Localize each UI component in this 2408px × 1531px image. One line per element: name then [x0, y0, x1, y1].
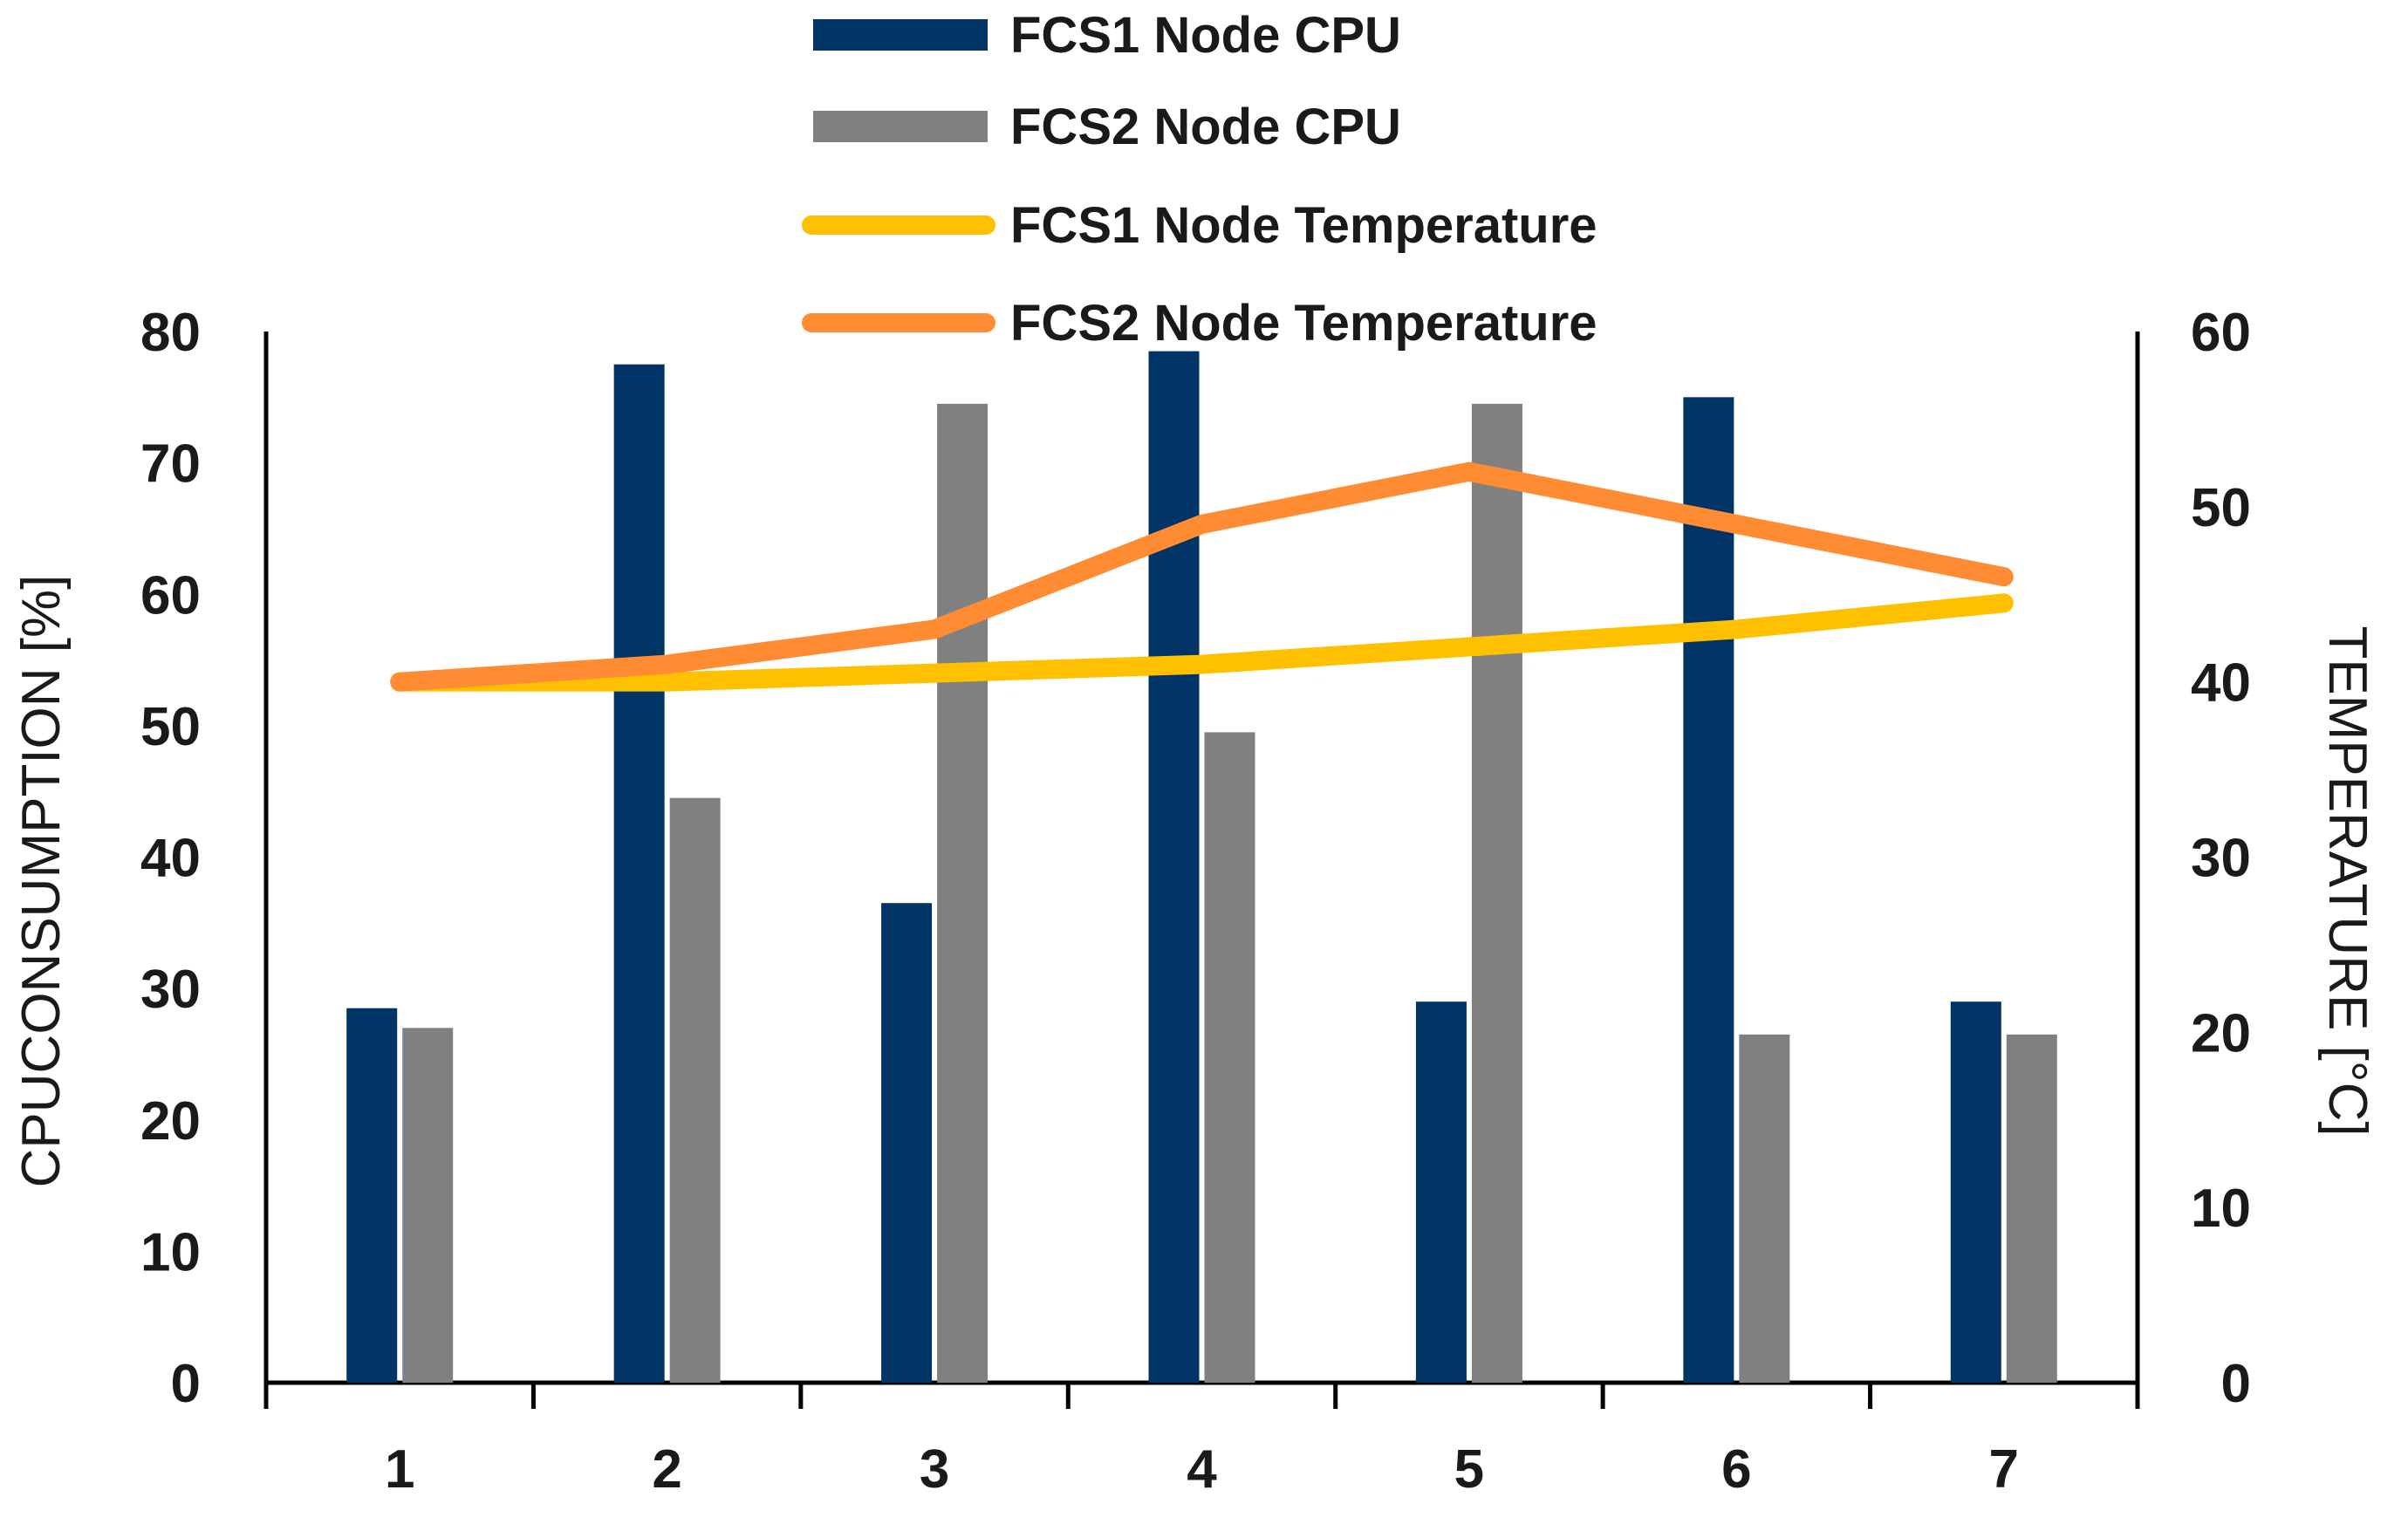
line-fcs1-node-temperature [390, 593, 2014, 692]
axis-titles: CPUCONSUMPTION [%] TEMPERATURE [°C] [11, 575, 2377, 1188]
y-tick-label: 0 [171, 1354, 201, 1414]
x-tick-label: 2 [652, 1439, 681, 1500]
line-fcs2-node-temperature [390, 461, 2014, 692]
x-tick-label: 7 [1989, 1439, 2019, 1500]
y2-tick-label: 0 [2221, 1354, 2251, 1414]
y-tick-label: 30 [140, 960, 201, 1020]
bar-fcs1-node-cpu [613, 364, 665, 1383]
x-tick-label: 5 [1454, 1439, 1484, 1500]
bar-fcs1-node-cpu [1683, 397, 1734, 1383]
legend-label: FCS2 Node Temperature [1010, 295, 1597, 352]
y-tick-label: 70 [140, 434, 201, 495]
bar-fcs2-node-cpu [669, 797, 721, 1383]
x-tick-label: 3 [920, 1439, 949, 1500]
bar-fcs2-node-cpu [937, 403, 989, 1383]
bar-fcs1-node-cpu [881, 903, 933, 1383]
y-tick-label: 60 [140, 565, 201, 625]
bar-fcs2-node-cpu [1739, 1034, 1790, 1383]
axes [263, 331, 2140, 1409]
legend-swatch [813, 111, 988, 142]
x-tick-label: 4 [1187, 1439, 1217, 1500]
bar-fcs1-node-cpu [1148, 351, 1200, 1383]
bar-fcs2-node-cpu [2006, 1034, 2057, 1383]
y2-tick-label: 40 [2191, 653, 2251, 714]
y2-tick-label: 20 [2191, 1003, 2251, 1063]
temperature-lines [390, 461, 2014, 692]
y-tick-label: 10 [140, 1222, 201, 1282]
legend-label: FCS2 Node CPU [1010, 99, 1401, 155]
y2-tick-label: 10 [2191, 1179, 2251, 1239]
y-axis-title: CPUCONSUMPTION [%] [11, 575, 72, 1188]
bars [346, 351, 2057, 1383]
legend: FCS1 Node CPU FCS2 Node CPU FCS1 Node Temp… [802, 7, 1597, 352]
y-tick-label: 80 [140, 303, 201, 363]
y-tick-label: 20 [140, 1091, 201, 1152]
bar-fcs1-node-cpu [346, 1008, 398, 1383]
tick-labels: 0 10 20 30 40 50 60 70 80 0 10 20 30 40 50 60 1 2 3 4 5 6 7 [140, 303, 2251, 1500]
bar-fcs2-node-cpu [402, 1028, 454, 1383]
y2-axis-title: TEMPERATURE [°C] [2317, 625, 2377, 1136]
bar-fcs1-node-cpu [1950, 1001, 2001, 1383]
y2-tick-label: 60 [2191, 303, 2251, 363]
legend-label: FCS1 Node CPU [1010, 7, 1401, 64]
x-tick-label: 6 [1721, 1439, 1751, 1500]
y2-tick-label: 50 [2191, 478, 2251, 538]
bar-fcs2-node-cpu [1471, 403, 1522, 1383]
y2-tick-label: 30 [2191, 829, 2251, 889]
x-tick-label: 1 [385, 1439, 414, 1500]
y-tick-label: 40 [140, 829, 201, 889]
legend-swatch [813, 19, 988, 51]
bar-fcs1-node-cpu [1415, 1001, 1467, 1383]
bar-fcs2-node-cpu [1204, 732, 1255, 1383]
y-tick-label: 50 [140, 697, 201, 757]
legend-label: FCS1 Node Temperature [1010, 197, 1597, 254]
